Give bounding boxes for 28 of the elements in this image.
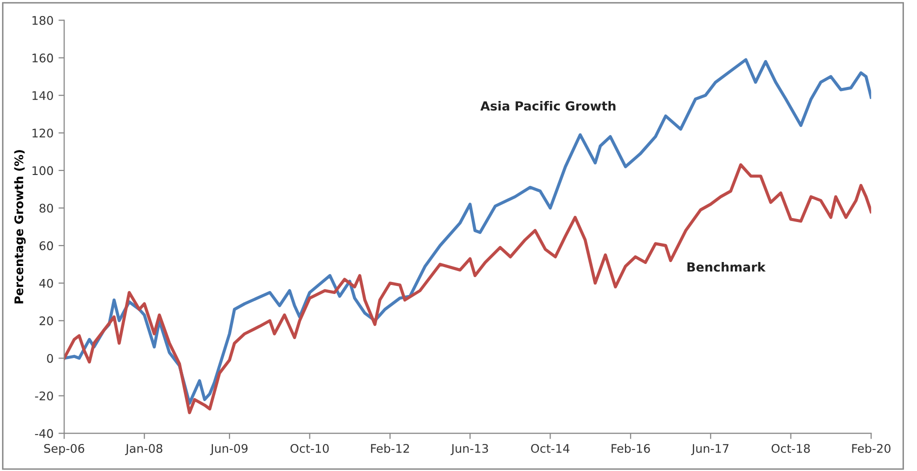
x-tick-label: Feb-12: [371, 444, 409, 453]
text: Asia Pacific Growth: [480, 100, 616, 111]
x-tick-label: Oct-14: [531, 444, 570, 453]
y-tick-label: 60: [40, 241, 53, 250]
y-tick-label: 100: [32, 166, 53, 176]
x-tick-label: Jan-08: [125, 444, 162, 456]
x-tick-label: Oct-18: [772, 444, 810, 453]
y-tick-label: 140: [32, 91, 53, 100]
x-tick-label: Feb-16: [612, 444, 650, 453]
series-label: Benchmark: [687, 262, 766, 272]
y-tick-label: -40: [35, 429, 53, 438]
x-tick-label: Sep-06: [44, 444, 84, 456]
line-series: [64, 58, 872, 405]
y-tick-label: 160: [32, 54, 53, 62]
y-tick-label: 180: [32, 16, 53, 25]
x-tick-label: Jun-17: [691, 444, 728, 456]
y-tick-label: 0: [47, 354, 53, 363]
x-tick-label: Feb-20: [852, 444, 890, 453]
x-tick-label: Jun-09: [210, 444, 248, 456]
y-tick-label: 120: [32, 128, 53, 138]
y-tick-label: -20: [35, 391, 53, 400]
y-tick-label: 40: [39, 278, 53, 288]
x-tick-label: Jun-13: [450, 444, 488, 456]
x-tick-label: Oct-10: [290, 444, 329, 453]
y-tick-label: 20: [40, 316, 53, 326]
y-tick-label: 80: [40, 204, 53, 213]
line-series: [64, 163, 872, 414]
y-axis-title: Percentage Growth (%): [14, 150, 26, 304]
